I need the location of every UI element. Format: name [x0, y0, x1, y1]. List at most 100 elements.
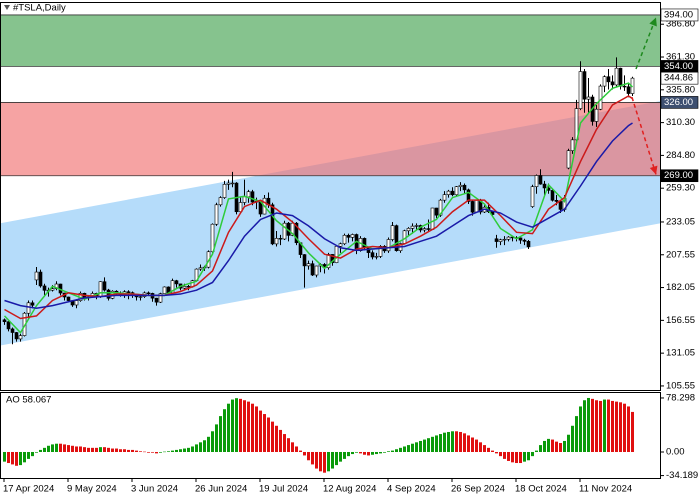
ao-bar: [419, 440, 422, 452]
ao-bar: [243, 400, 246, 452]
ao-bar: [331, 451, 334, 469]
candle-body: [450, 190, 455, 196]
y-tick-label: 259.30: [666, 183, 695, 194]
y-tick-label: 335.80: [666, 84, 695, 95]
x-tick-label: 26 Sep 2024: [451, 484, 505, 495]
ao-bar: [367, 451, 370, 456]
x-tick-label: 18 Oct 2024: [515, 484, 567, 495]
ao-bar: [603, 399, 606, 452]
candle-body: [274, 238, 279, 245]
ao-bar: [595, 400, 598, 452]
candle-body: [378, 246, 383, 257]
candle-body: [586, 96, 591, 100]
price-pane-frame: [0, 2, 661, 391]
candle-body: [578, 71, 583, 109]
ao-bar: [95, 447, 98, 452]
candle-body: [334, 246, 339, 263]
ao-bar: [579, 406, 582, 452]
chart-title: #TSLA,Daily: [13, 3, 66, 14]
ao-bar: [239, 398, 242, 452]
ao-bar: [539, 445, 542, 452]
ao-bar: [307, 451, 310, 461]
ao-bar: [111, 448, 114, 452]
ao-bar: [523, 451, 526, 462]
candle-body: [342, 234, 347, 245]
ao-bar: [171, 450, 174, 452]
y-tick-label: 105.55: [666, 380, 695, 391]
candle-body: [230, 182, 235, 185]
ao-bar: [83, 447, 86, 452]
ao-bar: [287, 438, 290, 452]
ao-bar: [283, 434, 286, 452]
ao-bar: [615, 401, 618, 452]
ao-bar: [155, 451, 158, 454]
y-tick-label: 361.30: [666, 52, 695, 63]
ao-bar: [467, 435, 470, 452]
candle-body: [610, 81, 615, 86]
ao-bar: [163, 451, 166, 453]
ao-bar: [263, 414, 266, 452]
x-tick-label: 19 Jul 2024: [259, 484, 308, 495]
candle-body: [98, 281, 103, 298]
ao-bar: [259, 410, 262, 452]
ao-bar: [255, 406, 258, 452]
candle-body: [350, 234, 355, 238]
candle-body: [6, 321, 11, 330]
ao-bar: [611, 400, 614, 452]
ao-bar: [551, 439, 554, 452]
ao-bar: [547, 438, 550, 452]
y-tick-label: 182.05: [666, 282, 695, 293]
candle-body: [282, 222, 287, 240]
ao-bar: [295, 446, 298, 452]
ao-bar: [135, 450, 138, 452]
ao-bar: [59, 443, 62, 452]
candle-body: [294, 222, 299, 244]
ao-bar: [499, 451, 502, 457]
ao-bar: [179, 449, 182, 452]
candle-body: [522, 239, 527, 242]
ao-bar: [303, 451, 306, 456]
ao-bar: [515, 451, 518, 464]
axes: 386.80 361.30 335.80 310.30 284.80 259.30 233.…: [3, 8, 699, 495]
candle-body: [614, 67, 619, 86]
candle-body: [390, 225, 395, 240]
ao-title: AO 58.067: [6, 395, 51, 406]
ao-bar: [359, 451, 362, 454]
candle-body: [466, 189, 471, 202]
ao-bar: [87, 447, 90, 452]
candle-body: [462, 184, 467, 191]
ao-bar: [583, 400, 586, 452]
candle-body: [214, 204, 219, 225]
ao-bar: [335, 451, 338, 466]
y-tick-label: 0.00: [666, 447, 685, 458]
ao-bar: [563, 440, 566, 452]
ao-bar: [7, 451, 10, 464]
candle-body: [310, 263, 315, 276]
candle-body: [42, 285, 47, 291]
ao-bar: [391, 450, 394, 452]
ao-bar: [455, 431, 458, 452]
candle-body: [526, 241, 531, 248]
candle-body: [570, 139, 575, 151]
ao-bar: [3, 451, 6, 462]
ao-bar: [143, 451, 146, 453]
candle-body: [414, 225, 419, 227]
y-tick-label: 131.05: [666, 348, 695, 359]
candle-body: [278, 238, 283, 240]
ao-bar: [503, 451, 506, 459]
y-tick-label: 310.30: [666, 117, 695, 128]
ao-bar: [487, 447, 490, 452]
arrow-head: [649, 165, 658, 175]
candle-body: [602, 76, 607, 87]
ao-bar: [191, 446, 194, 452]
candle-body: [14, 332, 19, 340]
candle-body: [550, 190, 555, 201]
ao-bar: [463, 433, 466, 452]
ao-bar: [47, 445, 50, 452]
ao-bar: [199, 442, 202, 452]
candle-body: [218, 197, 223, 206]
candle-body: [442, 194, 447, 201]
zone: [1, 14, 660, 67]
candle-body: [506, 236, 511, 240]
ao-bar: [175, 449, 178, 452]
